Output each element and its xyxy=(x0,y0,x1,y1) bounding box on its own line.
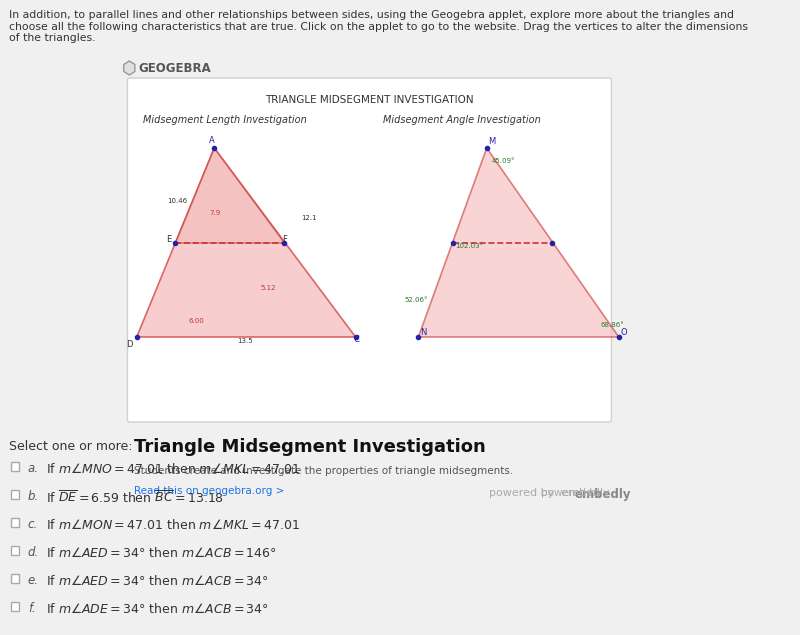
Text: embedly: embedly xyxy=(574,488,631,501)
Text: D: D xyxy=(126,340,133,349)
Text: a.: a. xyxy=(28,462,38,475)
Text: 68.86°: 68.86° xyxy=(600,322,624,328)
Text: 45.09°: 45.09° xyxy=(491,158,515,164)
Text: 102.03°: 102.03° xyxy=(455,243,483,249)
Text: 6.00: 6.00 xyxy=(189,318,205,324)
Text: powered by  embedly: powered by embedly xyxy=(489,488,610,498)
Text: N: N xyxy=(420,328,426,337)
Bar xyxy=(11,602,19,611)
Text: If $m\angle MNO = 47.01$ then $m\angle MKL = 47.01$: If $m\angle MNO = 47.01$ then $m\angle M… xyxy=(46,462,300,476)
Text: 7.9: 7.9 xyxy=(210,210,221,216)
Text: c.: c. xyxy=(28,518,38,531)
Text: Midsegment Length Investigation: Midsegment Length Investigation xyxy=(143,115,307,125)
Bar xyxy=(11,518,19,527)
Text: C: C xyxy=(354,335,360,345)
Text: GEOGEBRA: GEOGEBRA xyxy=(138,62,211,74)
Text: If $m\angle AED = 34°$ then $m\angle ACB = 34°$: If $m\angle AED = 34°$ then $m\angle ACB… xyxy=(46,574,269,588)
FancyBboxPatch shape xyxy=(127,78,611,422)
Text: Read this on geogebra.org >: Read this on geogebra.org > xyxy=(134,486,284,496)
Polygon shape xyxy=(137,148,355,337)
Bar xyxy=(11,490,19,499)
Text: b.: b. xyxy=(28,490,39,503)
Text: If $m\angle ADE = 34°$ then $m\angle ACB = 34°$: If $m\angle ADE = 34°$ then $m\angle ACB… xyxy=(46,602,269,616)
Text: In addition, to parallel lines and other relationships between sides, using the : In addition, to parallel lines and other… xyxy=(10,10,748,43)
Text: A: A xyxy=(209,136,214,145)
Text: Select one or more:: Select one or more: xyxy=(10,440,133,453)
Text: M: M xyxy=(489,137,496,146)
Text: 13.5: 13.5 xyxy=(237,338,253,344)
Polygon shape xyxy=(418,148,619,337)
Text: f.: f. xyxy=(28,602,35,615)
Text: e.: e. xyxy=(28,574,38,587)
Bar xyxy=(11,546,19,555)
Text: If $m\angle MON = 47.01$ then $m\angle MKL = 47.01$: If $m\angle MON = 47.01$ then $m\angle M… xyxy=(46,518,300,532)
Text: 5.12: 5.12 xyxy=(260,285,275,291)
Bar xyxy=(11,462,19,471)
Text: Students create and investigate the properties of triangle midsegments.: Students create and investigate the prop… xyxy=(134,466,513,476)
Text: Midsegment Angle Investigation: Midsegment Angle Investigation xyxy=(383,115,541,125)
Text: powered by: powered by xyxy=(541,488,605,498)
Bar xyxy=(11,574,19,583)
Text: O: O xyxy=(621,328,627,337)
Text: Triangle Midsegment Investigation: Triangle Midsegment Investigation xyxy=(134,438,486,456)
Text: F: F xyxy=(282,236,287,244)
Text: E: E xyxy=(166,236,172,244)
Text: d.: d. xyxy=(28,546,39,559)
Text: TRIANGLE MIDSEGMENT INVESTIGATION: TRIANGLE MIDSEGMENT INVESTIGATION xyxy=(265,95,474,105)
Text: 12.1: 12.1 xyxy=(302,215,318,221)
Text: 10.46: 10.46 xyxy=(167,198,187,204)
Text: If $\overline{DE} = 6.59$ then $\overline{BC} = 13.18$: If $\overline{DE} = 6.59$ then $\overlin… xyxy=(46,490,224,506)
Text: 52.06°: 52.06° xyxy=(405,297,428,303)
Polygon shape xyxy=(124,61,135,75)
Polygon shape xyxy=(175,148,285,243)
Text: If $m\angle AED = 34°$ then $m\angle ACB = 146°$: If $m\angle AED = 34°$ then $m\angle ACB… xyxy=(46,546,277,560)
